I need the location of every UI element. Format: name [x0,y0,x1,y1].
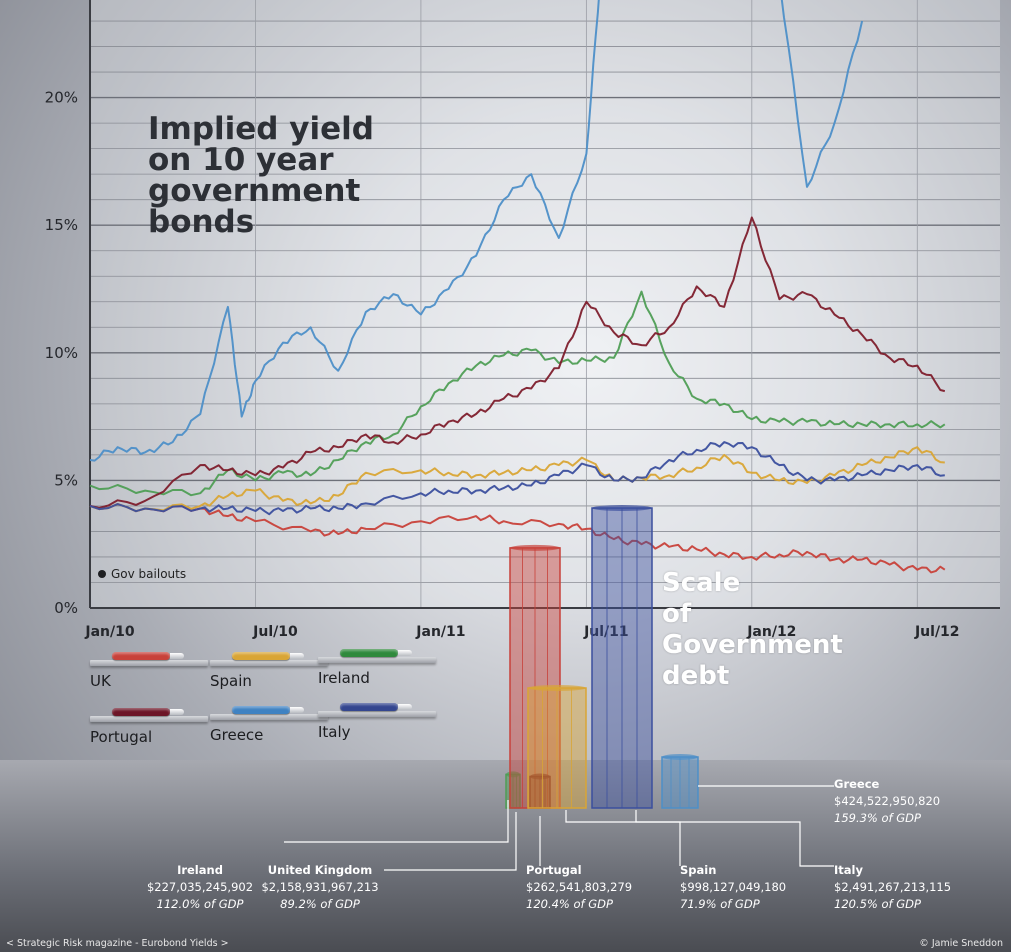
marker-cap-icon [290,707,304,713]
bailout-label: Gov bailouts [111,567,187,581]
cylinder-top [510,544,560,551]
x-tick-label: Jul/11 [583,624,629,640]
debt-cylinder-portugal [529,773,551,809]
legend-label: Spain [210,672,252,690]
bailout-legend: Gov bailouts [98,567,186,581]
series-line-uk [89,503,946,574]
legend-item-portugal: Portugal [90,702,250,762]
marker-cap-icon [170,709,184,715]
bailout-dot-icon [98,570,106,578]
marker-pen-icon [232,706,290,714]
cylinder-top [662,754,698,760]
legend-label: Italy [318,723,351,741]
callout-amount: $2,491,267,213,115 [834,880,952,894]
callout-gdp: 120.4% of GDP [526,897,613,911]
legend-label: UK [90,672,111,690]
cylinder-top [592,505,652,511]
x-tick-label: Jan/11 [415,624,465,640]
y-tick-label: 5% [54,471,78,489]
legend-shelf [318,711,436,717]
marker-pen-icon [232,652,290,660]
callout-name: Italy [834,863,863,877]
legend-shelf [90,716,208,722]
series-line-italy [89,441,945,516]
callout-amount: $424,522,950,820 [834,794,941,808]
legend-shelf [210,714,328,720]
x-tick-label: Jul/10 [252,624,298,640]
debt-cylinder-italy [591,505,653,809]
legend-label: Greece [210,726,264,744]
cylinder-top [530,773,550,780]
leader-line [565,810,681,866]
chart-grid [89,0,1000,609]
series-line-portugal [89,216,946,509]
marker-cap-icon [290,653,304,659]
leader-line [384,812,517,871]
callout-amount: $227,035,245,902 [146,880,254,894]
callout-name: Ireland [177,863,223,877]
legend-item-ireland: Ireland [318,643,478,703]
legend-label: Portugal [90,728,153,746]
marker-cap-icon [398,704,412,710]
marker-pen-icon [340,649,398,657]
y-tick-label: 10% [45,344,78,362]
debt-cylinder-united-kingdom [509,544,561,809]
y-tick-label: 0% [54,599,78,617]
debt-cylinder-spain [527,685,587,809]
callout-gdp: 120.5% of GDP [834,897,921,911]
marker-pen-icon [340,703,398,711]
marker-cap-icon [398,650,412,656]
callout-united-kingdom: United Kingdom $2,158,931,967,213 89.2% of… [240,862,400,913]
leader-line [284,800,509,843]
source-credit: < Strategic Risk magazine - Eurobond Yie… [6,938,229,949]
callout-amount: $262,541,803,279 [526,880,633,894]
callout-spain: Spain $998,127,049,180 71.9% of GDP [680,862,840,913]
y-tick-label: 20% [45,89,78,107]
series-line-ireland [89,290,946,497]
debt-title: Scale of Government debt [662,568,843,691]
marker-cap-icon [170,653,184,659]
callout-portugal: Portugal $262,541,803,279 120.4% of GDP [526,862,646,913]
chart-title: Implied yield on 10 year government bond… [148,111,374,240]
callout-name: Greece [834,777,880,791]
callout-amount: $998,127,049,180 [680,880,787,894]
callout-gdp: 112.0% of GDP [156,897,244,911]
legend-item-uk: UK [90,646,250,706]
callout-gdp: 89.2% of GDP [280,897,360,911]
marker-pen-icon [112,708,170,716]
cylinder-top [528,685,586,691]
legend-label: Ireland [318,669,370,687]
x-tick-label: Jan/10 [84,624,134,640]
callout-name: United Kingdom [267,863,373,877]
legend-item-italy: Italy [318,697,478,757]
callout-name: Portugal [526,863,582,877]
chart-axes: 0% 5% 10% 15% 20% Jan/10 Jul/10 Jan/11 Jul/11 Jan… [45,0,1000,640]
callout-gdp: 71.9% of GDP [680,897,760,911]
series-line-greece [89,0,864,462]
legend-shelf [318,657,436,663]
debt-cylinder-greece [661,754,699,809]
leader-line [635,810,834,867]
author-credit: © Jamie Sneddon [919,938,1003,949]
plot-area [90,0,1000,608]
callout-gdp: 159.3% of GDP [834,811,921,825]
y-tick-label: 15% [45,216,78,234]
callout-greece: Greece $424,522,950,820 159.3% of GDP [834,776,994,827]
legend-item-greece: Greece [210,700,370,760]
callout-name: Spain [680,863,717,877]
marker-pen-icon [112,652,170,660]
chart-series [89,0,946,574]
legend-item-spain: Spain [210,646,370,706]
callout-ireland: Ireland $227,035,245,902 112.0% of GDP [110,862,290,913]
x-tick-label: Jul/12 [914,624,960,640]
callout-italy: Italy $2,491,267,213,115 120.5% of GDP [834,862,994,913]
legend-shelf [210,660,328,666]
callout-amount: $2,158,931,967,213 [261,880,379,894]
legend-shelf [90,660,208,666]
x-tick-label: Jan/12 [746,624,796,640]
